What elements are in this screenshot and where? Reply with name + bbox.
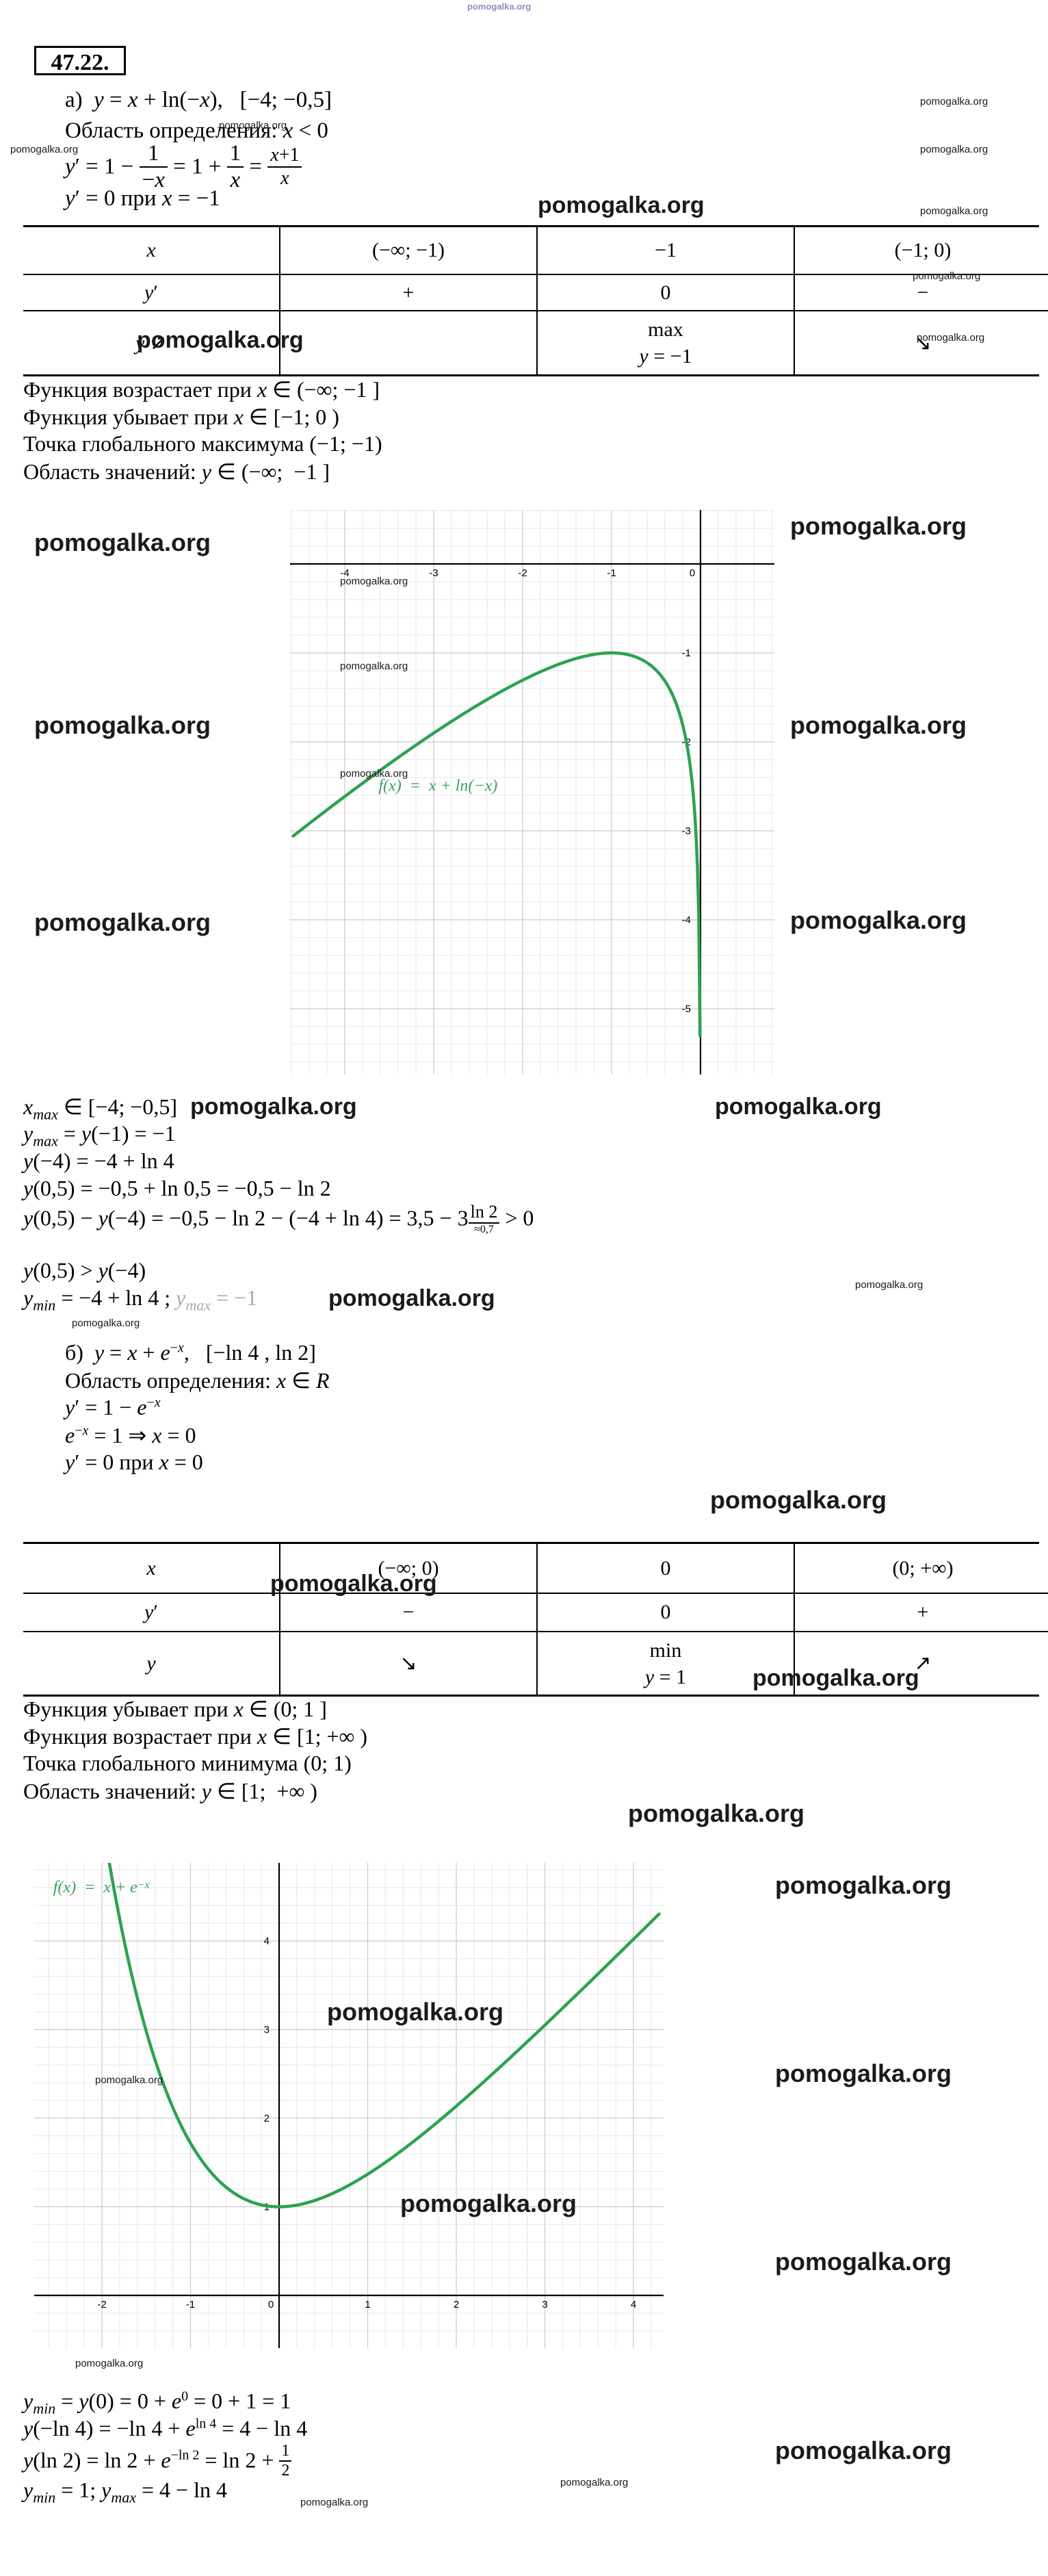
svg-text:f(x) = x + e−x: f(x) = x + e−x — [53, 1879, 150, 1896]
svg-text:-4: -4 — [682, 914, 691, 926]
svg-text:-5: -5 — [682, 1003, 691, 1015]
svg-text:3: 3 — [264, 2024, 270, 2036]
svg-text:-2: -2 — [518, 567, 527, 579]
svg-text:-1: -1 — [607, 567, 616, 579]
svg-text:-3: -3 — [682, 825, 691, 837]
svg-text:-2: -2 — [97, 2299, 106, 2310]
svg-text:2: 2 — [454, 2299, 459, 2310]
svg-text:f(x) = x + ln(−x): f(x) = x + ln(−x) — [378, 777, 497, 795]
svg-text:-1: -1 — [682, 647, 691, 659]
svg-text:0: 0 — [690, 567, 695, 579]
svg-text:-3: -3 — [429, 567, 438, 579]
svg-text:3: 3 — [542, 2299, 547, 2310]
svg-text:2: 2 — [264, 2113, 270, 2124]
svg-text:0: 0 — [268, 2299, 274, 2310]
svg-text:4: 4 — [631, 2299, 636, 2310]
svg-text:1: 1 — [365, 2299, 370, 2310]
svg-text:-1: -1 — [186, 2299, 195, 2310]
svg-text:4: 4 — [264, 1935, 270, 1947]
